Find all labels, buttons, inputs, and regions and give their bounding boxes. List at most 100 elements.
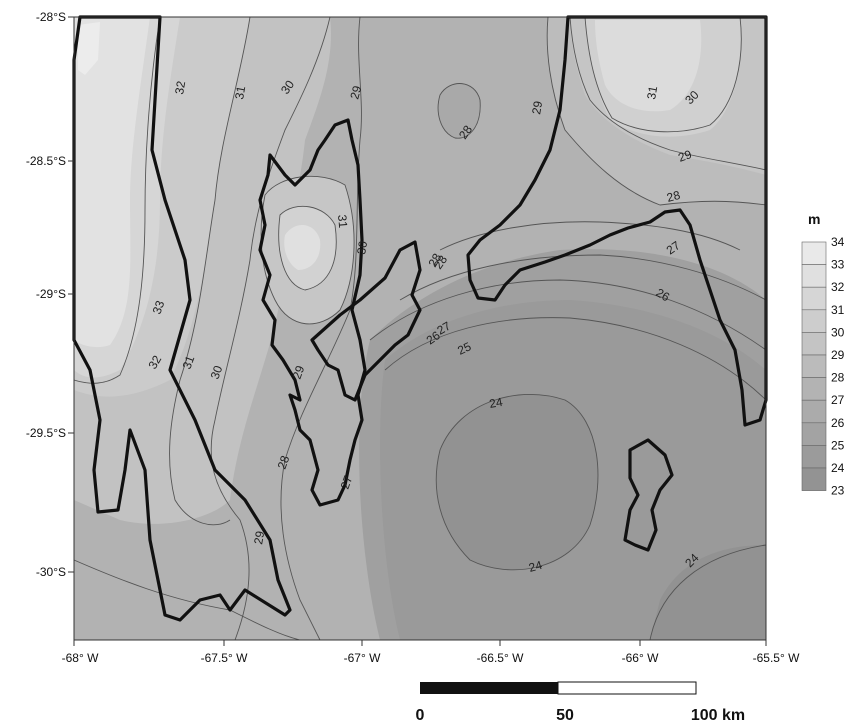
legend-swatch	[801, 399, 827, 424]
legend-level-label: 24	[831, 461, 845, 475]
legend-level-label: 23	[831, 484, 845, 498]
boundary-center-east	[310, 240, 422, 402]
legend-level-label: 30	[831, 325, 845, 339]
legend-swatches: 34 33 32 31 30 29 28 27 26 25 24 23	[801, 235, 845, 498]
contour-label: 28	[275, 453, 293, 471]
y-tick-label: -28°S	[36, 10, 66, 24]
x-tick-label: -65.5° W	[753, 651, 800, 665]
region-se-24	[436, 394, 598, 570]
map-frame	[73, 16, 767, 641]
legend-level-label: 33	[831, 258, 845, 272]
contour-line	[73, 16, 161, 384]
contour-lines	[73, 16, 767, 641]
legend-level-label: 32	[831, 280, 845, 294]
legend-swatch	[801, 422, 827, 446]
scale-bar: 0 50 100 km	[416, 681, 745, 724]
boundaries	[72, 15, 768, 622]
legend-swatch	[801, 332, 827, 356]
contour-line	[584, 16, 742, 133]
boundary-west	[72, 15, 292, 622]
contour-line	[260, 175, 355, 325]
contour-line	[399, 254, 767, 301]
boundary-ne	[466, 15, 768, 427]
region-north-28	[438, 83, 481, 139]
x-tick-label: -66° W	[622, 651, 659, 665]
region-west-33	[74, 17, 150, 348]
contour-label: 29	[529, 100, 545, 116]
legend-level-label: 29	[831, 348, 845, 362]
x-tick-label: -68° W	[62, 651, 99, 665]
contour-label: 28	[425, 251, 444, 270]
contour-label: 29	[347, 84, 364, 101]
contour-label: 28	[665, 188, 682, 205]
legend-level-label: 26	[831, 416, 845, 430]
legend-swatch	[801, 286, 827, 311]
legend-swatch	[801, 467, 827, 491]
region-center-32	[284, 224, 321, 270]
region-west-34	[78, 22, 100, 75]
legend-swatch	[801, 264, 827, 288]
legend-swatch	[801, 309, 827, 333]
contour-label: 31	[232, 85, 248, 101]
contour-label: 33	[150, 298, 168, 316]
contour-label: 27	[435, 319, 454, 338]
contour-label: 27	[338, 473, 356, 491]
contour-line	[169, 16, 251, 526]
contour-label: 31	[644, 85, 660, 101]
contour-label: 32	[145, 353, 164, 372]
contour-line	[569, 16, 767, 171]
region-se-24b	[650, 545, 766, 640]
x-tick-label: -67° W	[344, 651, 381, 665]
contour-label: 26	[654, 285, 673, 304]
legend: m 34 33 32 31 30 29 28 27 26 25 24 23	[801, 211, 845, 498]
x-axis: -68° W -67.5° W -67° W -66.5° W -66° W -…	[62, 640, 800, 665]
legend-swatch	[801, 354, 827, 378]
y-tick-label: -29.5°S	[26, 426, 66, 440]
boundary-center	[258, 118, 367, 507]
contour-label: 29	[251, 530, 267, 546]
contour-label: 31	[335, 214, 350, 229]
legend-level-label: 28	[831, 371, 845, 385]
contour-labels: 32 31 30 29 28 31 29 30 28 33 32 31 30 3…	[145, 77, 701, 574]
contour-line	[384, 317, 767, 401]
boundary-se-island	[623, 438, 674, 552]
legend-swatch	[801, 377, 827, 401]
shaded-regions	[74, 17, 766, 641]
contour-line	[73, 559, 301, 641]
y-tick-label: -29°S	[36, 287, 66, 301]
contour-label: 30	[354, 240, 370, 256]
scale-label: 50	[556, 707, 574, 724]
scale-label: 0	[416, 707, 425, 724]
contour-label: 32	[172, 80, 188, 96]
contour-label: 29	[676, 147, 694, 165]
contour-label: 29	[290, 363, 308, 381]
legend-level-label: 34	[831, 235, 845, 249]
contour-line	[435, 394, 599, 571]
contour-line	[369, 279, 767, 351]
contour-line	[278, 205, 337, 291]
region-ne-31	[595, 20, 702, 112]
contour-label: 24	[527, 558, 544, 575]
contour-line	[649, 544, 767, 641]
legend-unit: m	[808, 211, 820, 227]
contour-label: 31	[180, 353, 198, 371]
contour-label: 25	[455, 339, 473, 357]
contour-line	[439, 221, 741, 251]
scale-label: 100 km	[691, 707, 745, 724]
contour-label: 24	[488, 395, 504, 411]
legend-swatch	[801, 445, 827, 469]
legend-level-label: 25	[831, 438, 845, 452]
x-tick-label: -67.5° W	[201, 651, 248, 665]
contour-label: 30	[208, 363, 226, 381]
scale-bar-black-segment	[420, 682, 558, 694]
y-tick-label: -28.5°S	[26, 154, 66, 168]
scale-bar-white-segment	[557, 681, 697, 695]
y-axis: -28°S -28.5°S -29°S -29.5°S -30°S	[26, 10, 74, 579]
y-tick-label: -30°S	[36, 565, 66, 579]
contour-line	[280, 16, 362, 641]
contour-line	[437, 83, 481, 139]
legend-level-label: 27	[831, 393, 845, 407]
legend-swatch	[801, 241, 827, 265]
x-tick-label: -66.5° W	[477, 651, 524, 665]
